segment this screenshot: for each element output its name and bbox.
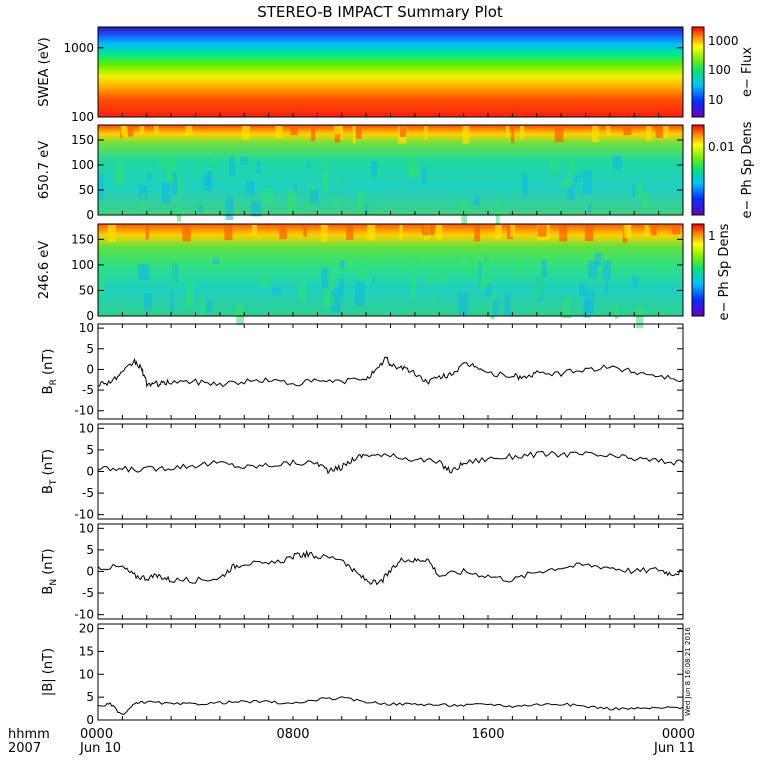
y-tick-label: -10 [74,508,94,522]
y-tick-label: 5 [86,443,94,457]
timestamp-stamp: Wed Jun 8 16:08:21 2016 [684,627,692,716]
plot-title: STEREO-B IMPACT Summary Plot [257,3,503,21]
y-tick-label: 10 [79,421,94,435]
pad650-colorbar [691,124,705,216]
y-axis-label: |B| (nT) [41,648,56,696]
swea-cbar-label: e− Flux [740,47,755,97]
y-tick-label: 0 [86,309,94,323]
pad246-cbar-tick: 1 [708,229,716,243]
swea-cbar-tick: 10 [708,93,723,107]
y-tick-label: 1000 [63,41,94,55]
y-tick-label: 50 [79,183,94,197]
swea-colorbar [691,26,705,118]
swea-ylabel: SWEA (eV) [37,37,52,106]
pad246-colorbar [691,223,705,317]
field-trace [97,549,684,586]
x-corner-bottom: 2007 [8,741,41,756]
y-tick-label: 0 [86,465,94,479]
x-tick-label: 1600 [471,727,504,742]
y-tick-label: 15 [79,644,94,658]
y-tick-label: 5 [86,690,94,704]
y-tick-label: 100 [71,258,94,272]
pad650-yticks: 150 100 50 0 [71,133,684,222]
panel-pad246: 150 100 50 0 246.6 eV 1 e− Ph Sp Dens [37,223,732,329]
swea-yticks: 1000 100 [63,41,684,124]
swea-cbar-tick: 1000 [708,34,739,48]
y-tick-label: 20 [79,622,94,636]
pad246-cbar-label: e− Ph Sp Dens [717,223,732,320]
panel-pad650: 150 100 50 0 650.7 eV 0.01 e− Ph Sp Dens [37,121,755,227]
y-tick-label: -10 [74,608,94,622]
y-tick-label: 150 [71,133,94,147]
y-axis-label: BT (nT) [41,449,59,494]
x-tick-date: Jun 10 [79,741,121,756]
y-tick-label: 0 [86,208,94,222]
x-corner-top: hhmm [8,727,50,742]
y-tick-label: 5 [86,543,94,557]
x-tick-label: 0000 [80,727,113,742]
panel-bmag: 20 15 10 5 0 |B| (nT) [41,622,684,727]
field-trace [97,696,684,715]
y-tick-label: 5 [86,342,94,356]
pad246-texture [98,225,681,329]
y-tick-label: 10 [79,521,94,535]
pad650-cbar-tick: 0.01 [708,140,735,154]
y-tick-label: 50 [79,283,94,297]
y-axis-label: BR (nT) [41,349,59,395]
y-tick-label: -5 [82,586,94,600]
y-tick-label: 0 [86,565,94,579]
y-axis-label: BN (nT) [41,548,59,594]
y-tick-label: 100 [71,158,94,172]
pad246-yticks: 150 100 50 0 [71,232,684,323]
pad246-ylabel: 246.6 eV [37,241,52,299]
swea-spectrogram [98,27,683,117]
swea-cbar-ticks: 1000 100 10 [708,34,739,107]
field-trace [97,356,684,389]
x-tick-label: 0000 [662,727,695,742]
y-tick-label: 150 [71,232,94,246]
x-tick-label: 0800 [276,727,309,742]
y-tick-label: 0 [86,713,94,727]
pad650-ylabel: 650.7 eV [37,141,52,199]
y-tick-label: -5 [82,486,94,500]
panel-swea: 1000 100 SWEA (eV) 1000 100 10 e− Flux [37,26,755,124]
panel-br: 10 5 0 -5 -10 BR (nT) [41,321,684,420]
y-tick-label: 10 [79,321,94,335]
panel-bt: 10 5 0 -5 -10 BT (nT) [41,421,684,522]
pad650-cbar-label: e− Ph Sp Dens [740,121,755,218]
y-tick-label: 0 [86,362,94,376]
y-tick-label: 10 [79,667,94,681]
y-tick-label: 100 [71,110,94,124]
y-tick-label: -10 [74,404,94,418]
x-tick-date: Jun 11 [653,741,695,756]
panel-bn: 10 5 0 -5 -10 BN (nT) [41,521,684,622]
y-tick-label: -5 [82,383,94,397]
pad650-texture [99,126,669,227]
field-trace [97,450,684,475]
swea-cbar-tick: 100 [708,63,731,77]
